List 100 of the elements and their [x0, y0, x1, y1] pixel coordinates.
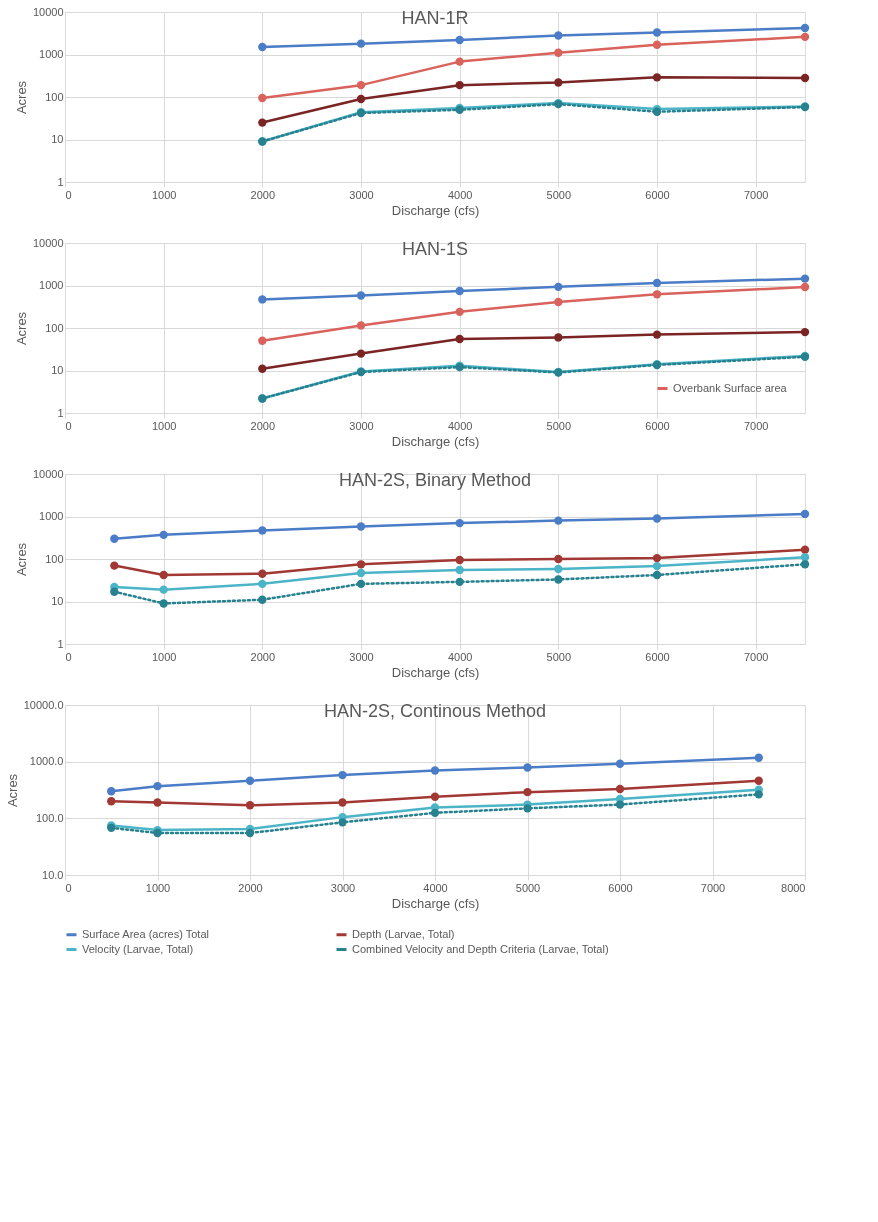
point — [455, 577, 464, 587]
x-tick-label: 2000 — [250, 188, 276, 201]
x-tick-label: 7000 — [743, 650, 769, 663]
y-tick-label: 1000 — [39, 48, 64, 60]
y-tick-label: 10000 — [32, 5, 64, 18]
y-axis-title: Acres — [13, 80, 29, 115]
point — [455, 518, 464, 528]
point — [110, 534, 119, 543]
y-tick-label: 10.0 — [42, 868, 64, 881]
point — [356, 560, 366, 569]
point — [356, 321, 366, 330]
point — [356, 349, 366, 358]
point — [800, 32, 810, 42]
y-tick-label: 1000 — [39, 510, 64, 522]
x-tick-label: 6000 — [645, 419, 670, 432]
point — [455, 80, 464, 90]
point — [554, 297, 563, 307]
point — [652, 73, 662, 82]
point — [652, 290, 662, 299]
point — [652, 561, 662, 571]
legend-label: Velocity (Larvae, Total) — [82, 942, 194, 955]
x-tick-label: 3000 — [349, 650, 374, 663]
point — [430, 808, 440, 818]
y-tick-label: 100.0 — [35, 811, 64, 824]
point — [800, 560, 810, 569]
x-axis-title: Discharge (cfs) — [391, 202, 480, 218]
x-tick-label: 5000 — [546, 419, 572, 432]
point — [258, 93, 267, 103]
point — [554, 516, 563, 525]
point — [258, 295, 267, 304]
point — [245, 828, 255, 838]
x-tick-label: 7000 — [743, 188, 769, 201]
point — [430, 766, 440, 775]
point — [258, 595, 267, 604]
point — [356, 94, 366, 104]
x-tick-label: 0 — [65, 419, 72, 432]
point — [455, 555, 464, 565]
y-tick-label: 10000 — [32, 236, 64, 249]
y-tick-label: 10 — [51, 364, 64, 376]
point — [800, 73, 810, 83]
point — [754, 753, 763, 762]
x-tick-label: 0 — [65, 188, 72, 201]
x-tick-label: 6000 — [645, 188, 670, 201]
y-tick-label: 10000.0 — [23, 698, 64, 711]
point — [258, 526, 267, 535]
x-tick-label: 0 — [65, 881, 72, 894]
y-tick-label: 100 — [45, 552, 64, 565]
point — [153, 781, 162, 791]
point — [455, 565, 464, 575]
y-tick-label: 10000 — [32, 467, 64, 480]
x-tick-label: 7000 — [743, 419, 769, 432]
point — [652, 330, 662, 339]
x-tick-label: 5000 — [546, 188, 572, 201]
legend-label: Combined Velocity and Depth Criteria (Larvae, Total) — [352, 942, 609, 955]
point — [245, 801, 255, 810]
x-tick-label: 3000 — [330, 881, 356, 894]
chart-title: HAN-2S, Binary Method — [338, 470, 532, 490]
y-axis-title: Acres — [4, 773, 20, 808]
legend-label: Overbank Surface area — [673, 381, 788, 394]
point — [455, 57, 464, 66]
x-axis-title: Discharge (cfs) — [391, 895, 480, 911]
y-tick-label: 100 — [45, 321, 64, 334]
point — [800, 23, 810, 33]
point — [258, 42, 267, 52]
point — [652, 278, 662, 288]
point — [356, 568, 366, 578]
x-tick-label: 1000 — [145, 881, 171, 894]
x-tick-label: 8000 — [781, 881, 806, 894]
y-tick-label: 1000 — [39, 279, 64, 291]
point — [107, 787, 116, 796]
point — [754, 790, 763, 799]
point — [455, 286, 464, 296]
chart-title: HAN-1S — [401, 239, 469, 259]
chart-title: HAN-1R — [401, 8, 469, 28]
point — [258, 579, 267, 589]
point — [754, 776, 763, 785]
legend-label: Depth (Larvae, Total) — [352, 927, 455, 940]
x-tick-label: 1000 — [151, 419, 177, 432]
point — [554, 31, 563, 40]
x-tick-label: 3000 — [349, 419, 374, 432]
point — [615, 784, 625, 794]
x-tick-label: 4000 — [447, 419, 473, 432]
x-tick-label: 2000 — [250, 419, 276, 432]
y-tick-label: 1000.0 — [29, 755, 64, 768]
chart-title: HAN-2S, Continous Method — [323, 701, 547, 721]
y-tick-label: 1 — [57, 637, 64, 650]
point — [554, 282, 563, 292]
point — [554, 575, 563, 584]
point — [800, 509, 810, 519]
point — [258, 336, 267, 345]
y-axis-title: Acres — [13, 542, 29, 577]
x-tick-label: 2000 — [238, 881, 263, 894]
point — [159, 585, 168, 594]
y-axis-title: Acres — [13, 311, 29, 346]
point — [159, 570, 168, 580]
x-axis-title: Discharge (cfs) — [391, 433, 480, 449]
point — [430, 792, 440, 801]
y-tick-label: 1 — [57, 406, 64, 419]
point — [523, 804, 532, 813]
point — [615, 759, 625, 768]
